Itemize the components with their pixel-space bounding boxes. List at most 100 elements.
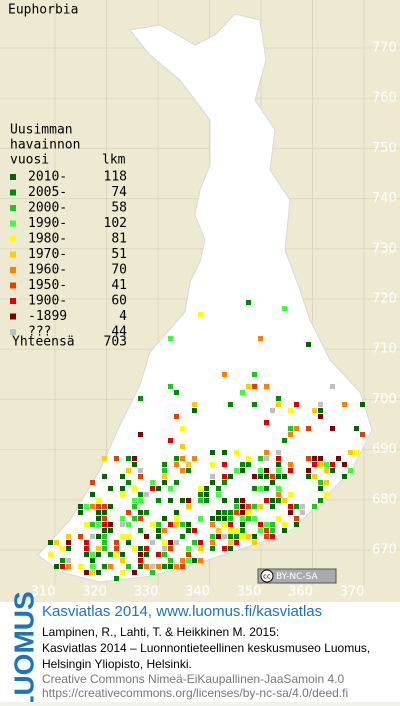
occurrence-square — [270, 534, 275, 539]
species-title: Euphorbia — [8, 3, 78, 18]
occurrence-square — [138, 564, 143, 569]
occurrence-square — [102, 456, 107, 461]
badge-box — [257, 568, 337, 584]
occurrence-square — [222, 474, 227, 479]
occurrence-square — [360, 402, 365, 407]
citation-line: Helsingin Yliopisto, Helsinki. — [42, 657, 192, 671]
occurrence-square — [114, 552, 119, 557]
occurrence-square — [306, 474, 311, 479]
occurrence-square — [234, 498, 239, 503]
occurrence-square — [156, 528, 161, 533]
occurrence-square — [126, 564, 131, 569]
occurrence-square — [120, 474, 125, 479]
occurrence-square — [60, 558, 65, 563]
occurrence-square — [96, 534, 101, 539]
occurrence-square — [252, 474, 257, 479]
occurrence-square — [306, 426, 311, 431]
occurrence-square — [138, 528, 143, 533]
grid-label-y: 710 — [372, 342, 397, 357]
grid-label-x: 310 — [31, 585, 56, 600]
occurrence-square — [222, 546, 227, 551]
occurrence-square — [264, 474, 269, 479]
occurrence-square — [120, 486, 125, 491]
legend-count: 60 — [111, 294, 127, 309]
grid-label-x: 330 — [134, 585, 159, 600]
occurrence-square — [222, 462, 227, 467]
legend-label: 1960- — [28, 263, 67, 278]
occurrence-square — [126, 480, 131, 485]
occurrence-square — [90, 552, 95, 557]
occurrence-square — [198, 498, 203, 503]
occurrence-square — [288, 432, 293, 437]
occurrence-square — [240, 498, 245, 503]
occurrence-square — [60, 546, 65, 551]
occurrence-square — [150, 570, 155, 575]
occurrence-square — [318, 456, 323, 461]
grid-label-y: 760 — [372, 91, 397, 106]
occurrence-square — [138, 552, 143, 557]
occurrence-square — [228, 522, 233, 527]
occurrence-square — [318, 414, 323, 419]
occurrence-square — [96, 546, 101, 551]
occurrence-square — [330, 384, 335, 389]
occurrence-square — [246, 456, 251, 461]
occurrence-square — [60, 564, 65, 569]
occurrence-square — [282, 306, 287, 311]
occurrence-square — [306, 468, 311, 473]
occurrence-square — [276, 474, 281, 479]
occurrence-square — [192, 408, 197, 413]
occurrence-square — [228, 528, 233, 533]
occurrence-square — [90, 504, 95, 509]
occurrence-square — [90, 480, 95, 485]
legend-swatch — [10, 220, 16, 227]
occurrence-square — [240, 468, 245, 473]
occurrence-square — [240, 516, 245, 521]
occurrence-square — [306, 456, 311, 461]
occurrence-square — [138, 396, 143, 401]
occurrence-square — [318, 486, 323, 491]
occurrence-square — [186, 522, 191, 527]
occurrence-square — [210, 534, 215, 539]
occurrence-square — [228, 516, 233, 521]
occurrence-square — [210, 546, 215, 551]
legend-label: 1980- — [28, 232, 67, 247]
grid-label-x: 360 — [288, 585, 313, 600]
occurrence-square — [162, 462, 167, 467]
occurrence-square — [174, 462, 179, 467]
occurrence-square — [132, 516, 137, 521]
occurrence-square — [168, 498, 173, 503]
legend-heading: havainnon — [10, 138, 80, 153]
occurrence-square — [258, 456, 263, 461]
occurrence-square — [186, 546, 191, 551]
occurrence-square — [264, 486, 269, 491]
occurrence-square — [192, 558, 197, 563]
occurrence-square — [270, 480, 275, 485]
occurrence-square — [198, 516, 203, 521]
occurrence-square — [108, 522, 113, 527]
citation: Lampinen, R., Lahti, T. & Heikkinen M. 2… — [42, 625, 370, 671]
occurrence-square — [222, 450, 227, 455]
grid-label-y: 750 — [372, 141, 397, 156]
occurrence-square — [348, 468, 353, 473]
occurrence-square — [156, 564, 161, 569]
occurrence-square — [276, 486, 281, 491]
legend-label: 1990- — [28, 216, 67, 231]
occurrence-square — [192, 540, 197, 545]
occurrence-square — [66, 546, 71, 551]
legend-count: 81 — [111, 232, 127, 247]
occurrence-square — [102, 564, 107, 569]
occurrence-square — [120, 558, 125, 563]
occurrence-square — [312, 504, 317, 509]
grid-labels: 770 760 750 740 730 720 710 700 690 680 670 310 320 3… — [31, 41, 397, 600]
occurrence-square — [264, 450, 269, 455]
occurrence-square — [156, 552, 161, 557]
occurrence-square — [126, 510, 131, 515]
occurrence-square — [162, 480, 167, 485]
occurrence-square — [360, 432, 365, 437]
occurrence-square — [168, 336, 173, 341]
occurrence-square — [150, 522, 155, 527]
occurrence-square — [240, 462, 245, 467]
occurrence-square — [174, 540, 179, 545]
occurrence-square — [102, 540, 107, 545]
